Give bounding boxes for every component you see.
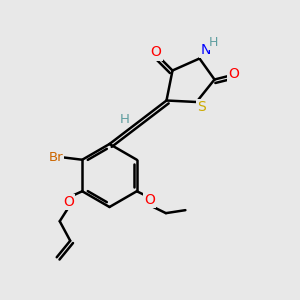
- Text: N: N: [200, 43, 211, 57]
- Text: S: S: [197, 100, 206, 114]
- Text: O: O: [151, 46, 161, 59]
- Text: H: H: [209, 36, 219, 50]
- Text: O: O: [144, 193, 155, 207]
- Text: H: H: [120, 113, 129, 126]
- Text: O: O: [229, 67, 239, 80]
- Text: Br: Br: [49, 151, 63, 164]
- Text: O: O: [63, 195, 74, 209]
